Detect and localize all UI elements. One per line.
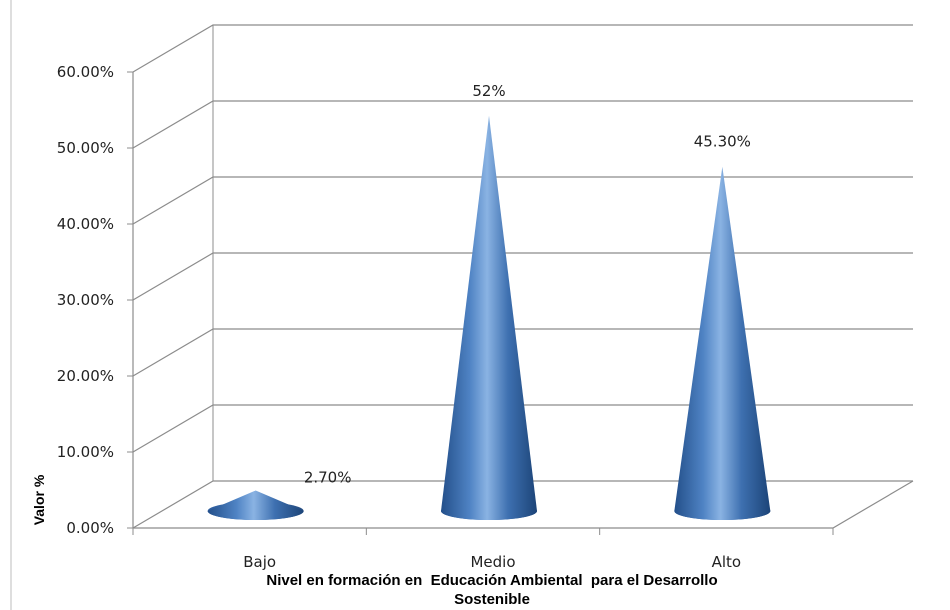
gridline bbox=[132, 252, 913, 301]
gridline bbox=[132, 24, 913, 73]
x-category-label: Medio bbox=[470, 553, 515, 571]
y-axis-title: Valor % bbox=[31, 474, 47, 525]
cone-bajo bbox=[207, 490, 304, 520]
x-category-label: Bajo bbox=[243, 553, 276, 571]
plot-frame bbox=[10, 0, 914, 610]
data-label: 45.30% bbox=[694, 133, 751, 151]
gridline bbox=[132, 328, 913, 377]
y-tick-label: 20.00% bbox=[57, 367, 114, 385]
x-axis-categories: Bajo Medio Alto bbox=[243, 553, 741, 571]
cone-body bbox=[207, 490, 304, 520]
gridline bbox=[132, 100, 913, 149]
cone-medio bbox=[441, 115, 537, 521]
cone-alto bbox=[674, 166, 771, 520]
x-axis-title-line-2: Sostenible bbox=[454, 591, 530, 608]
y-tick-label: 30.00% bbox=[57, 291, 114, 309]
gridline bbox=[132, 404, 913, 453]
gridlines bbox=[127, 24, 913, 535]
cone-body bbox=[674, 166, 771, 520]
gridline bbox=[132, 176, 913, 225]
cone-series bbox=[207, 115, 771, 521]
y-tick-label: 10.00% bbox=[57, 443, 114, 461]
data-label: 52% bbox=[472, 82, 505, 100]
cone-body bbox=[441, 115, 537, 521]
data-labels: 2.70% 52% 45.30% bbox=[304, 82, 751, 487]
x-axis-title-line-1: Nivel en formación en Educación Ambienta… bbox=[266, 572, 717, 589]
data-label: 2.70% bbox=[304, 468, 352, 486]
y-tick-label: 40.00% bbox=[57, 215, 114, 233]
y-tick-label: 60.00% bbox=[57, 63, 114, 81]
y-axis-ticks: 0.00% 10.00% 20.00% 30.00% 40.00% 50.00% 60.00… bbox=[57, 63, 114, 537]
x-category-label: Alto bbox=[712, 553, 742, 571]
y-tick-label: 50.00% bbox=[57, 139, 114, 157]
y-tick-label: 0.00% bbox=[66, 519, 114, 537]
